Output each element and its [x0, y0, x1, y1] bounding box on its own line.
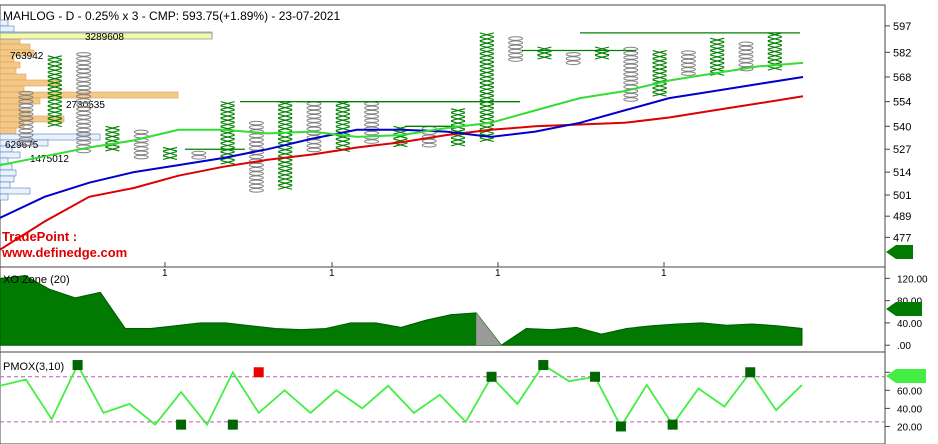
volume-profile-bar	[0, 73, 27, 81]
x-column	[162, 146, 178, 160]
zone-y-tick-label: 40.00	[897, 319, 922, 330]
x-marker-label: 1	[329, 268, 335, 279]
pmox-signal-marker	[667, 419, 678, 430]
y-tick-label: 582	[893, 47, 911, 59]
pmox-signal-marker	[538, 360, 549, 371]
price-pointer	[886, 245, 913, 259]
x-markers: 1 1 1 1	[162, 262, 667, 279]
watermark-tradepoint: TradePoint :	[2, 229, 77, 244]
volume-profile-bar	[0, 151, 21, 159]
o-column	[191, 150, 207, 160]
y-tick-label: 477	[893, 232, 911, 244]
pmox-signal-marker	[176, 419, 187, 430]
pmox-signal-marker	[227, 419, 238, 430]
o-column	[565, 52, 581, 66]
pmox-y-tick-label: 20.00	[897, 422, 922, 433]
volume-profile-bar	[0, 127, 17, 135]
volume-profile-label: 3289608	[85, 32, 124, 43]
pmox-y-tick-label: 60.00	[897, 386, 922, 397]
volume-profile-bar	[0, 25, 15, 33]
pmox-signal-marker	[590, 371, 601, 382]
xo-zone-gap	[476, 312, 502, 346]
watermark-url: www.definedge.com	[1, 245, 127, 260]
volume-profile-bar	[0, 79, 61, 87]
pmox-signal-marker	[486, 371, 497, 382]
y-tick-label: 540	[893, 121, 911, 133]
volume-profile-bar	[0, 133, 101, 141]
x-column	[47, 55, 62, 128]
pmox-signal-marker	[745, 367, 756, 378]
main-y-axis: 597 582 568 554 540 527 514 501 489 477	[885, 21, 913, 259]
y-tick-label: 501	[893, 190, 911, 202]
xo-zone-area	[0, 275, 803, 346]
ema-slow-line	[0, 95, 804, 251]
pmox-signal-marker	[615, 421, 626, 432]
ema-mid-line	[0, 76, 804, 219]
o-column	[508, 36, 524, 62]
moving-averages	[0, 61, 804, 251]
o-column	[738, 41, 754, 72]
pmox-pointer	[886, 369, 926, 383]
y-tick-label: 568	[893, 72, 911, 84]
y-tick-label: 489	[893, 211, 911, 223]
volume-profile-bar	[0, 43, 31, 51]
y-tick-label: 514	[893, 167, 911, 179]
volume-profile-bar	[0, 67, 17, 75]
volume-profile-bar	[0, 49, 35, 57]
pmox-label: PMOX(3,10)	[3, 361, 64, 373]
x-marker-label: 1	[495, 268, 501, 279]
volume-profile-bar	[0, 187, 31, 195]
pmox-y-tick-label: 40.00	[897, 404, 922, 415]
x-column	[652, 49, 667, 97]
pmox-line	[0, 363, 803, 429]
chart-title: MAHLOG - D - 0.25% x 3 - CMP: 593.75(+1.…	[3, 9, 340, 23]
o-column	[623, 46, 639, 102]
ema-fast-line	[0, 61, 804, 167]
zone-y-tick-label: 120.00	[897, 274, 928, 285]
volume-profile-bar	[0, 181, 11, 189]
x-marker-label: 1	[661, 268, 667, 279]
volume-profile-bar	[0, 61, 21, 69]
volume-profile-label: 2730535	[66, 100, 105, 111]
volume-profile-bar	[0, 109, 31, 117]
zone-y-tick-label: .00	[897, 341, 911, 352]
y-tick-label: 554	[893, 97, 911, 109]
zone-pointer	[886, 302, 922, 316]
pmox-signal-marker	[253, 367, 264, 378]
xo-zone-label: XO Zone (20)	[3, 274, 70, 286]
x-column	[710, 37, 725, 76]
volume-profile-label: 1475012	[30, 154, 69, 165]
y-tick-label: 527	[893, 144, 911, 156]
o-column	[680, 50, 696, 76]
volume-profile-label: 763942	[10, 51, 44, 62]
volume-profile-bar	[0, 103, 21, 111]
volume-profile-bar	[0, 169, 17, 177]
volume-profile-bar	[0, 193, 9, 201]
pmox-signal-marker	[72, 360, 83, 371]
x-marker-label: 1	[162, 268, 168, 279]
x-column	[767, 32, 782, 71]
volume-profile-bar	[0, 85, 25, 93]
volume-profile-bar	[0, 139, 49, 147]
volume-profile-bar	[0, 121, 25, 129]
volume-profile-bar	[0, 175, 15, 183]
o-column	[248, 120, 264, 193]
y-tick-label: 597	[893, 21, 911, 33]
o-column	[18, 90, 34, 146]
volume-profile-bar	[0, 32, 213, 40]
